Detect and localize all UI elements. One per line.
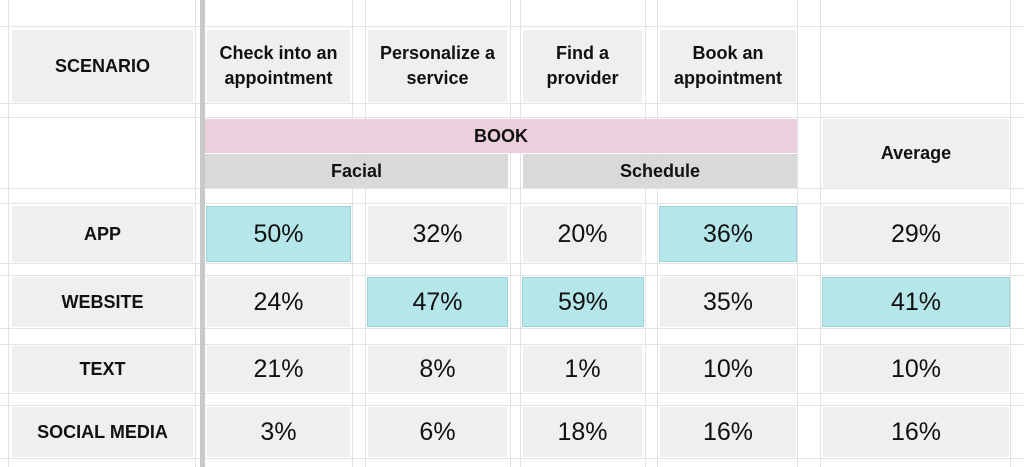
- cell-social-check-in[interactable]: 3%: [207, 407, 350, 457]
- cell-website-book[interactable]: 35%: [660, 277, 796, 327]
- row-label-website: WEBSITE: [12, 277, 193, 327]
- cell-social-book[interactable]: 16%: [660, 407, 796, 457]
- cell-social-find-provider[interactable]: 18%: [523, 407, 642, 457]
- subgroup-facial: Facial: [205, 154, 508, 188]
- cell-app-check-in[interactable]: 50%: [206, 206, 351, 262]
- cell-website-average[interactable]: 41%: [822, 277, 1010, 327]
- subgroup-schedule: Schedule: [523, 154, 797, 188]
- scenario-book: Book an appointment: [660, 30, 796, 102]
- cell-website-find-provider[interactable]: 59%: [522, 277, 644, 327]
- cell-social-average[interactable]: 16%: [823, 407, 1009, 457]
- group-band-book: BOOK: [205, 119, 797, 153]
- scenario-check-in: Check into an appointment: [207, 30, 350, 102]
- cell-text-find-provider[interactable]: 1%: [523, 346, 642, 392]
- row-label-app: APP: [12, 206, 193, 262]
- scenario-find-provider: Find a provider: [523, 30, 642, 102]
- cell-app-find-provider[interactable]: 20%: [523, 206, 642, 262]
- average-header: Average: [823, 119, 1009, 188]
- cell-app-personalize[interactable]: 32%: [368, 206, 507, 262]
- cell-app-book[interactable]: 36%: [659, 206, 797, 262]
- cell-website-personalize[interactable]: 47%: [367, 277, 508, 327]
- cell-app-average[interactable]: 29%: [823, 206, 1009, 262]
- cell-text-average[interactable]: 10%: [823, 346, 1009, 392]
- cell-social-personalize[interactable]: 6%: [368, 407, 507, 457]
- row-label-social-media: SOCIAL MEDIA: [12, 407, 193, 457]
- frozen-column-divider[interactable]: [200, 0, 205, 467]
- cell-text-book[interactable]: 10%: [660, 346, 796, 392]
- cell-text-personalize[interactable]: 8%: [368, 346, 507, 392]
- cell-text-check-in[interactable]: 21%: [207, 346, 350, 392]
- row-label-text: TEXT: [12, 346, 193, 392]
- scenario-personalize: Personalize a service: [368, 30, 507, 102]
- scenario-header: SCENARIO: [12, 30, 193, 102]
- cell-website-check-in[interactable]: 24%: [207, 277, 350, 327]
